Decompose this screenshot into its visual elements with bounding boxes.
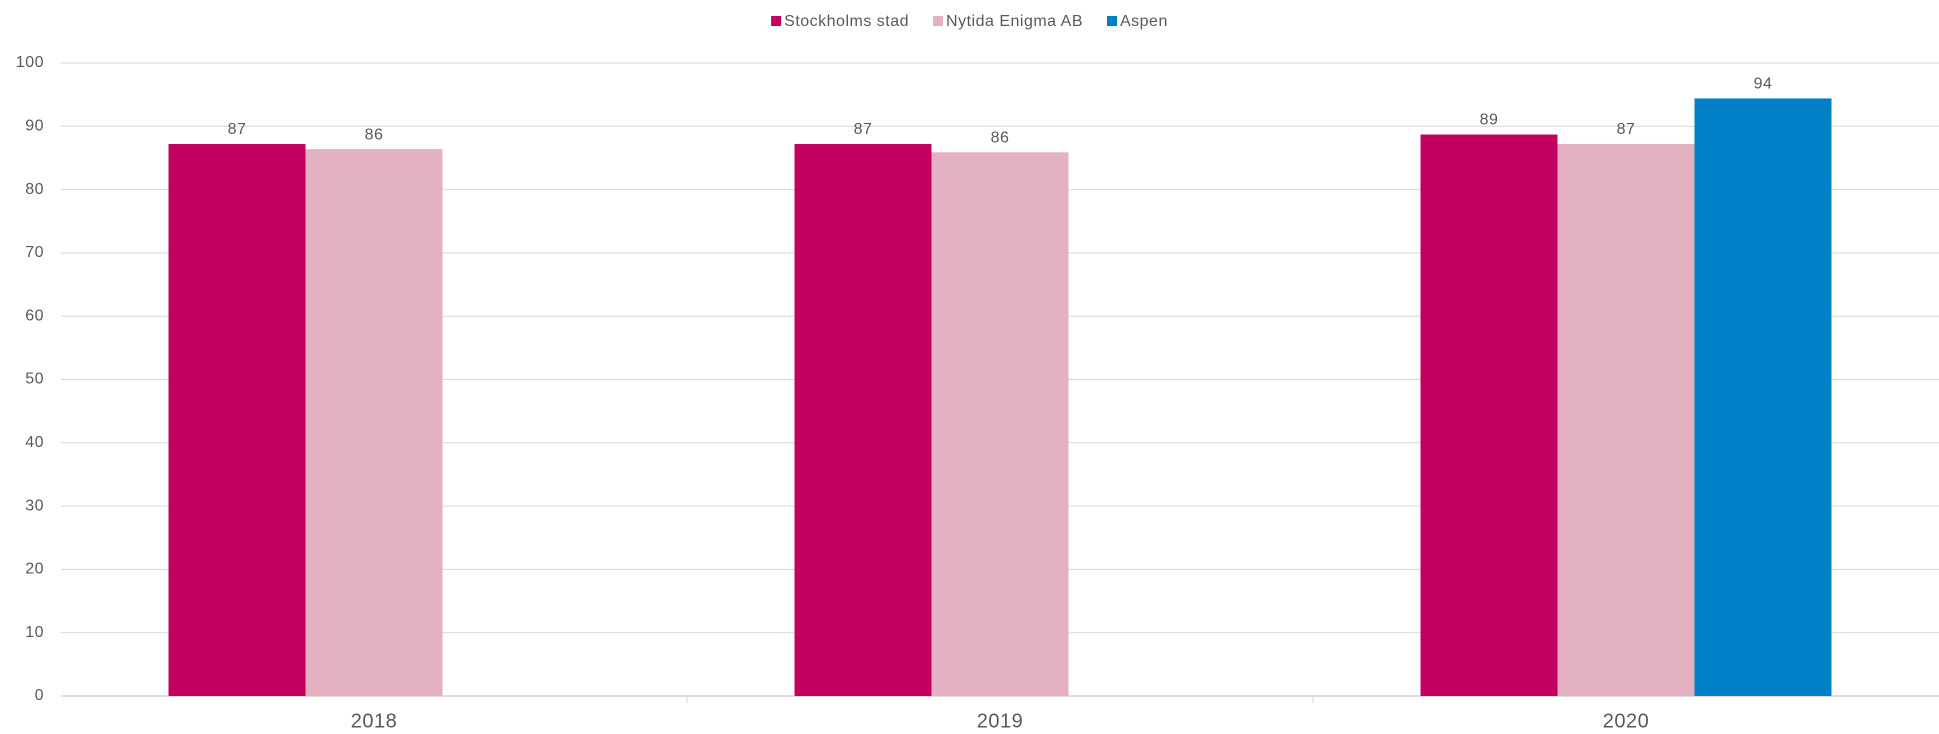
data-label: 86 [991,129,1010,146]
legend-swatch [933,16,944,26]
data-label: 89 [1480,112,1499,129]
y-tick-label: 80 [25,181,44,198]
legend-label: Nytida Enigma AB [946,13,1083,30]
y-tick-label: 0 [35,687,44,704]
data-label: 87 [228,121,247,138]
y-tick-label: 40 [25,434,44,451]
x-tick-label: 2020 [1603,710,1650,732]
legend-label: Aspen [1120,13,1168,30]
bar [1694,98,1832,696]
bar [794,144,932,697]
y-tick-label: 60 [25,307,44,324]
y-tick-label: 50 [25,371,44,388]
bar [305,149,443,696]
bar [168,144,306,697]
x-tick-label: 2019 [977,710,1024,732]
y-tick-label: 30 [25,497,44,514]
bar [1420,134,1558,697]
legend-label: Stockholms stad [784,13,909,30]
legend-swatch [771,16,782,26]
data-label: 87 [854,121,873,138]
data-label: 94 [1754,76,1773,93]
bar [1557,144,1695,697]
legend: Stockholms stad Nytida Enigma AB Aspen [771,13,1168,30]
y-tick-label: 100 [16,54,44,71]
x-tick-label: 2018 [351,710,398,732]
y-tick-label: 20 [25,561,44,578]
data-label: 87 [1617,121,1636,138]
y-tick-label: 70 [25,244,44,261]
y-tick-label: 90 [25,118,44,135]
bar [931,152,1069,697]
y-tick-label: 10 [25,624,44,641]
legend-swatch [1106,16,1117,26]
data-label: 86 [365,126,384,143]
